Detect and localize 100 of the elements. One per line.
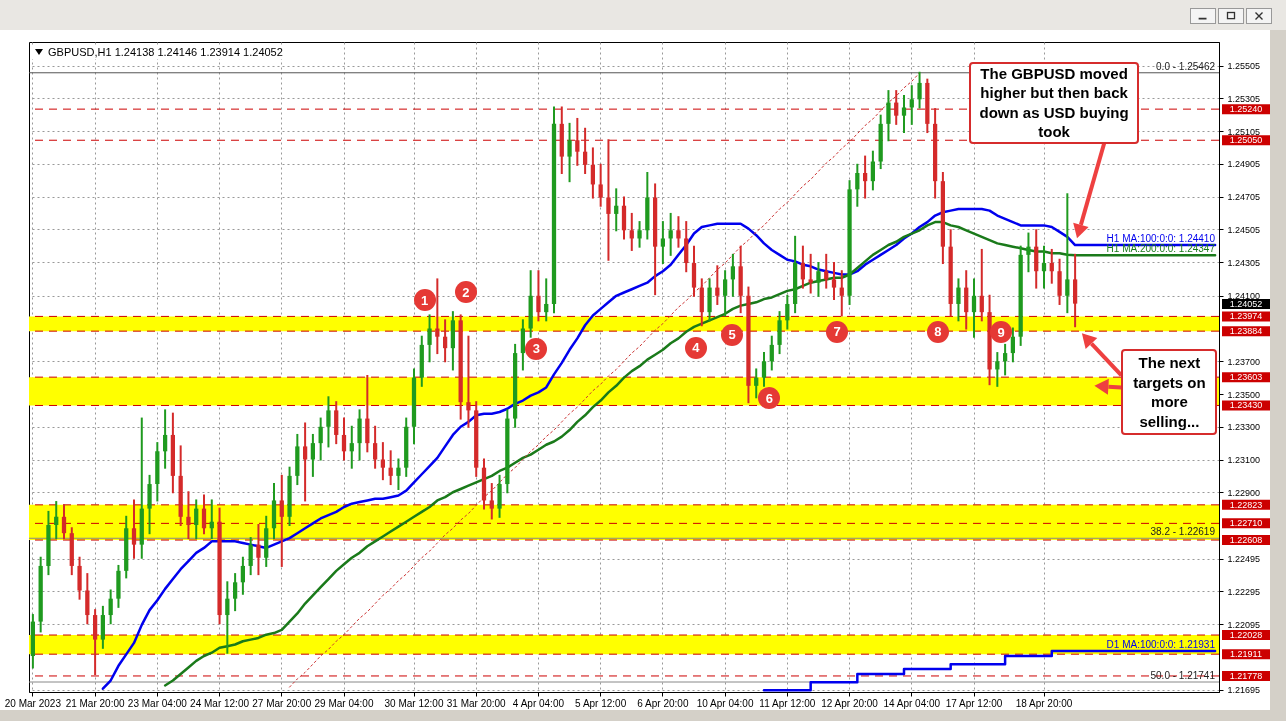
y-tick-label: 1.24705 (1227, 192, 1261, 203)
candlestick (567, 122, 572, 183)
chart-title: GBPUSD,H1 1.24138 1.24146 1.23914 1.24052 (48, 46, 283, 58)
annotation: 0.0 - 1.25462 (1156, 60, 1216, 72)
x-tick-label: 4 Apr 04:00 (512, 697, 565, 709)
candlestick (1049, 248, 1054, 284)
series-label: H1 MA:200:0:0: 1.24347 (1106, 243, 1216, 255)
ref-line-label: 1.25240 (1229, 104, 1263, 115)
line-series (289, 72, 921, 688)
candlestick (435, 278, 440, 355)
candlestick (956, 278, 961, 322)
candlestick (894, 90, 899, 125)
annotation: 38.2 - 1.22619 (1150, 526, 1216, 538)
candlestick (349, 425, 354, 469)
candlestick (232, 573, 238, 612)
x-tick-label: 21 Mar 20:00 (65, 697, 126, 709)
x-tick-label: 11 Apr 12:00 (759, 697, 816, 709)
candlestick (901, 95, 907, 134)
x-tick-label: 27 Mar 20:00 (252, 697, 312, 709)
annotation: The next targets on more selling... (1121, 349, 1218, 436)
x-tick-label: 30 Mar 12:00 (384, 697, 444, 709)
candlestick (917, 71, 922, 109)
y-tick-label: 1.24505 (1227, 224, 1261, 235)
candlestick (186, 491, 191, 540)
candlestick (388, 450, 393, 486)
candlestick (248, 537, 253, 576)
candlestick (824, 253, 829, 289)
candlestick (754, 368, 759, 399)
candlestick (668, 212, 673, 256)
annotation: 5 (721, 323, 744, 346)
ref-line-label: 1.23430 (1229, 400, 1263, 411)
y-tick-label: 1.25305 (1227, 93, 1261, 104)
candlestick (886, 90, 891, 142)
x-tick-label: 5 Apr 12:00 (575, 697, 627, 709)
y-tick-label: 1.25105 (1227, 126, 1261, 137)
candlestick (676, 216, 681, 248)
ref-line-label: 1.21911 (1230, 649, 1262, 660)
candlestick (466, 335, 471, 428)
annotation: 2 (454, 281, 477, 303)
ref-line-label: 1.22608 (1229, 535, 1263, 546)
candlestick (341, 417, 347, 461)
candlestick (310, 433, 316, 477)
candlestick (715, 265, 720, 305)
x-tick-label: 24 Mar 12:00 (190, 697, 250, 709)
candlestick (372, 425, 378, 469)
y-tick-label: 1.23300 (1227, 422, 1261, 433)
annotation: 1 (413, 289, 436, 311)
text: 1.24052 (1222, 298, 1270, 309)
candlestick (318, 417, 323, 461)
annotation: 6 (758, 387, 781, 410)
candlestick (769, 335, 774, 371)
y-tick-label: 1.23100 (1227, 455, 1261, 466)
annotation: 8 (926, 320, 949, 343)
candlestick (971, 278, 977, 338)
candlestick (61, 504, 67, 540)
candlestick (870, 150, 876, 191)
ref-line-label: 1.23974 (1229, 311, 1263, 322)
candlestick (380, 442, 386, 481)
y-tick-label: 1.24905 (1227, 159, 1261, 170)
series-label: H1 MA:100:0:0: 1.24410 (1106, 233, 1216, 245)
y-tick-label: 1.21695 (1227, 685, 1261, 696)
candlestick (808, 253, 813, 294)
series-label: D1 MA:100:0:0: 1.21931 (1106, 638, 1216, 650)
ref-line-label: 1.22823 (1229, 499, 1263, 510)
x-tick-label: 10 Apr 04:00 (696, 697, 754, 709)
candlestick (544, 278, 549, 322)
candlestick (637, 221, 642, 248)
x-tick-label: 12 Apr 20:00 (821, 697, 879, 709)
y-tick-label: 1.22495 (1227, 554, 1261, 565)
candlestick (722, 270, 728, 317)
x-tick-label: 6 Apr 20:00 (637, 697, 689, 709)
annotation: 3 (525, 337, 548, 360)
candlestick (629, 212, 634, 251)
candlestick (279, 474, 284, 567)
annotation: 7 (826, 320, 848, 343)
x-tick-label: 29 Mar 04:00 (314, 697, 374, 709)
x-tick-label: 20 Mar 2023 (4, 697, 62, 709)
ref-line-label: 1.23884 (1229, 326, 1263, 337)
y-tick-label: 1.22900 (1227, 487, 1261, 498)
y-tick-label: 1.22095 (1227, 619, 1261, 630)
candlestick (256, 524, 261, 576)
candlestick (326, 396, 331, 448)
y-tick-label: 1.25505 (1227, 61, 1261, 72)
candlestick (442, 319, 448, 363)
candlestick (489, 483, 494, 520)
candlestick (302, 422, 308, 502)
candlestick (800, 245, 806, 289)
candlestick (108, 589, 113, 625)
candlestick (816, 262, 821, 297)
candlestick (855, 163, 860, 207)
candlestick (575, 117, 580, 166)
candlestick (862, 155, 868, 199)
candlestick (1065, 193, 1070, 314)
candlestick (761, 352, 767, 387)
candlestick (660, 221, 666, 265)
candlestick (396, 458, 401, 490)
x-tick-label: 23 Mar 04:00 (127, 697, 188, 709)
ref-line-label: 1.21778 (1229, 670, 1263, 681)
x-tick-label: 17 Apr 12:00 (945, 697, 1003, 709)
candlestick (131, 499, 137, 559)
